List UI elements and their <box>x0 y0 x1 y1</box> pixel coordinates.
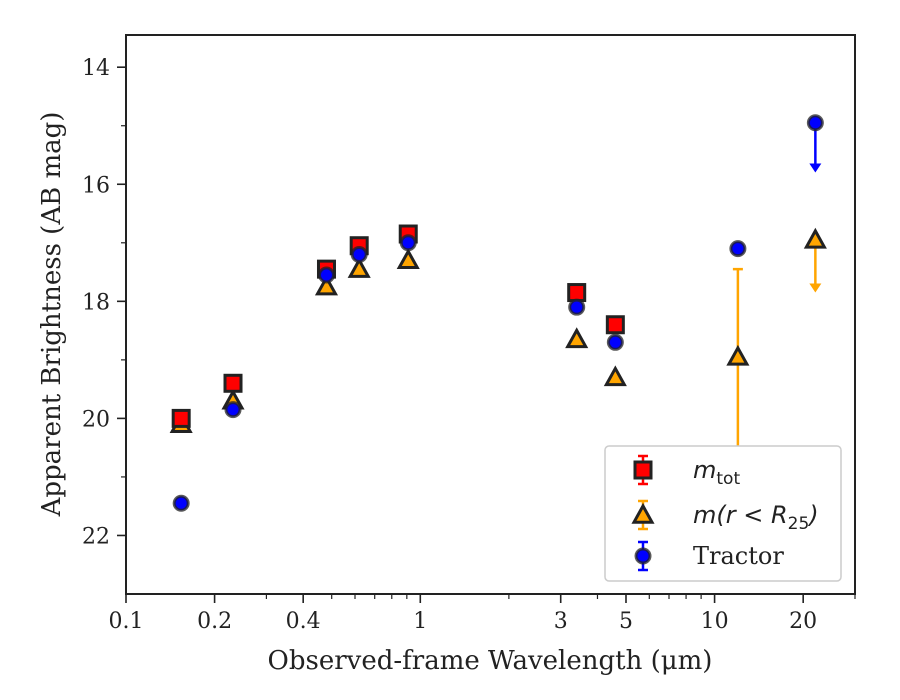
x-tick-label: 1 <box>413 609 427 634</box>
data-point-circle <box>806 114 824 132</box>
x-tick-label: 0.2 <box>197 609 232 634</box>
data-point-circle <box>606 333 624 351</box>
data-point-circle <box>172 494 190 512</box>
plot-frame <box>125 34 856 595</box>
legend-marker <box>633 460 653 480</box>
data-point-triangle <box>565 327 589 349</box>
legend-label: Tractor <box>693 542 784 570</box>
data-point-triangle <box>314 274 339 296</box>
x-tick-label: 0.4 <box>286 609 321 634</box>
x-tick-label: 20 <box>789 609 817 634</box>
legend-entry: Tractor <box>634 540 784 572</box>
x-tick-label: 3 <box>554 609 568 634</box>
data-point-triangle <box>603 365 627 387</box>
y-tick-label: 18 <box>82 290 110 315</box>
data-marks <box>169 114 827 512</box>
data-point-triangle <box>396 248 420 270</box>
legend-box <box>604 445 842 582</box>
x-tick-label: 5 <box>619 609 633 634</box>
upper-limit-arrow-head <box>809 283 822 293</box>
y-axis-label: Apparent Brightness (AB mag) <box>37 112 67 518</box>
data-point-square <box>605 315 625 335</box>
upper-limit-arrow-head <box>809 163 822 173</box>
legend-marker <box>634 547 652 565</box>
data-point-square <box>223 373 243 393</box>
data-point-circle <box>568 298 586 316</box>
legend-entry: m(r < R25) <box>631 499 819 534</box>
data-point-circle <box>399 234 417 252</box>
data-point-triangle <box>347 257 371 278</box>
data-point-circle <box>317 266 335 284</box>
data-point-square <box>567 283 587 303</box>
legend-marker <box>631 502 655 524</box>
y-tick-label: 14 <box>82 56 110 81</box>
legend: mtot m(r < R25) Tractor <box>604 445 842 582</box>
x-tick-label: 10 <box>701 609 729 634</box>
legend-label: m(r < R25) <box>693 501 819 534</box>
x-axis-label: Observed-frame Wavelength (μm) <box>268 646 713 676</box>
y-tick-label: 20 <box>82 407 110 432</box>
data-point-square <box>171 408 191 428</box>
data-point-triangle <box>803 227 827 249</box>
y-tick-label: 22 <box>82 524 110 549</box>
axis-ticks: 0.1 0.2 0.4 1 3 5 10 20 14 16 18 20 22 <box>82 56 856 634</box>
legend-entry: mtot <box>633 454 740 489</box>
y-tick-label: 16 <box>82 173 110 198</box>
legend-label: mtot <box>693 456 740 489</box>
x-tick-label: 0.1 <box>109 609 144 634</box>
data-point-circle <box>224 401 242 419</box>
data-point-triangle <box>726 344 750 366</box>
data-point-circle <box>729 240 747 258</box>
data-point-circle <box>350 246 368 264</box>
